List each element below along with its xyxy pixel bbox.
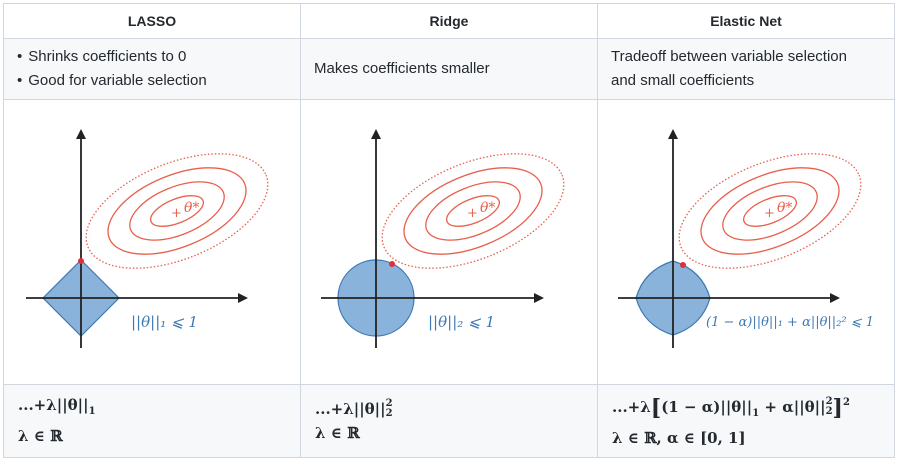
- optimum-marker: +: [764, 206, 775, 221]
- lasso-description: Shrinks coefficients to 0 Good for varia…: [3, 38, 301, 101]
- header-ridge: Ridge: [300, 2, 598, 40]
- ridge-description: Makes coefficients smaller: [300, 38, 598, 101]
- touch-point: [78, 258, 84, 265]
- optimum-label: θ*: [184, 200, 199, 216]
- lasso-domain: λ ∈ ℝ: [18, 427, 63, 446]
- optimum-label: θ*: [777, 200, 792, 216]
- ridge-contours: [381, 153, 565, 270]
- optimum-label: θ*: [480, 200, 495, 216]
- elastic-net-penalty: ...+λ[(1 − α)||θ||1 + α||θ|| 2 2]2: [612, 395, 850, 422]
- lasso-bullet-2: Good for variable selection: [17, 69, 300, 93]
- optimum-marker: +: [467, 206, 478, 221]
- x-axis-arrow: [534, 293, 544, 304]
- touch-point: [680, 262, 686, 269]
- header-lasso: LASSO: [3, 2, 301, 40]
- ridge-penalty: ...+λ||θ|| 2 2: [315, 397, 393, 419]
- optimum-marker: +: [171, 206, 182, 221]
- touch-point: [389, 261, 395, 268]
- elastic-net-domain: λ ∈ ℝ, α ∈ [0, 1]: [612, 429, 746, 448]
- y-axis-arrow: [371, 129, 381, 140]
- ridge-domain: λ ∈ ℝ: [315, 423, 360, 442]
- constraint-label: ||θ||₂ ⩽ 1: [428, 313, 495, 331]
- elastic-net-formula-cell: ...+λ[(1 − α)||θ||1 + α||θ|| 2 2]2 λ ∈ ℝ, …: [597, 383, 895, 459]
- elastic-net-description: Tradeoff between variable selection and …: [597, 38, 895, 101]
- y-axis-arrow: [668, 129, 678, 140]
- lasso-penalty: ...+λ||θ||1: [18, 396, 96, 418]
- elastic-net-diagram: + θ* (1 − α)||θ||₁ + α||θ||₂² ⩽ 1: [618, 129, 874, 349]
- elastic-net-figure-cell: + θ* (1 − α)||θ||₁ + α||θ||₂² ⩽ 1: [597, 99, 895, 385]
- constraint-label: ||θ||₁ ⩽ 1: [131, 313, 198, 331]
- lasso-diagram: + θ* ||θ||₁ ⩽ 1: [26, 129, 269, 349]
- x-axis-arrow: [830, 293, 840, 304]
- lasso-bullet-1: Shrinks coefficients to 0: [17, 45, 300, 69]
- ridge-formula-cell: ...+λ||θ|| 2 2 λ ∈ ℝ: [300, 383, 598, 459]
- x-axis-arrow: [238, 293, 248, 304]
- ridge-figure-cell: + θ* ||θ||₂ ⩽ 1: [300, 99, 598, 385]
- header-elastic-net: Elastic Net: [597, 2, 895, 40]
- regularization-table: LASSO Ridge Elastic Net Shrinks coeffici…: [3, 2, 895, 459]
- lasso-formula-cell: ...+λ||θ||1 λ ∈ ℝ: [3, 383, 301, 459]
- y-axis-arrow: [76, 129, 86, 140]
- constraint-label: (1 − α)||θ||₁ + α||θ||₂² ⩽ 1: [706, 315, 874, 330]
- ridge-diagram: + θ* ||θ||₂ ⩽ 1: [321, 129, 565, 349]
- lasso-figure-cell: + θ* ||θ||₁ ⩽ 1: [3, 99, 301, 385]
